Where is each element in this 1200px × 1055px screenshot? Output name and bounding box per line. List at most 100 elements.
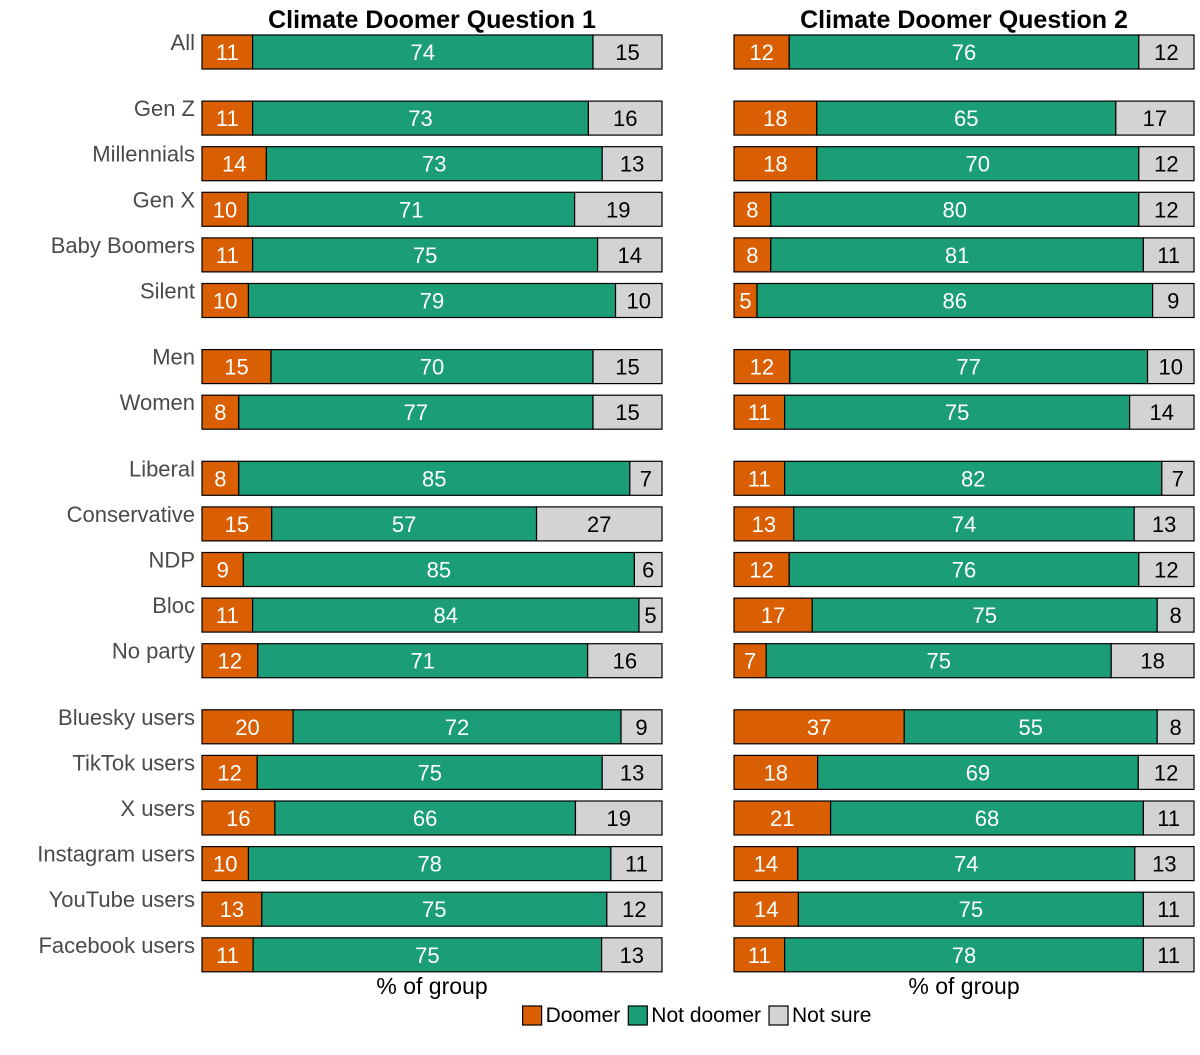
data-label-q1-instagram-users-not-sure: 11 bbox=[625, 852, 648, 877]
data-label-q2-gen-x-not-sure: 12 bbox=[1154, 197, 1178, 222]
data-label-q2-all-not-doomer: 76 bbox=[952, 40, 976, 65]
data-label-q2-facebook-users-doomer: 11 bbox=[748, 943, 771, 968]
bar-segment-q1-youtube-users-not-sure bbox=[606, 891, 663, 927]
data-label-q1-instagram-users-doomer: 10 bbox=[213, 852, 237, 877]
data-label-q1-ndp-doomer: 9 bbox=[217, 558, 229, 583]
data-label-q2-men-doomer: 12 bbox=[750, 355, 774, 380]
bar-segment-q2-instagram-users-not-sure bbox=[1134, 845, 1195, 882]
data-label-q2-no-party-doomer: 7 bbox=[744, 649, 756, 674]
bar-segment-q1-youtube-users-not-doomer bbox=[261, 891, 608, 927]
data-label-q1-baby-boomers-doomer: 11 bbox=[216, 243, 239, 268]
bar-segment-q1-gen-x-not-sure bbox=[573, 191, 663, 227]
bar-segment-q1-bloc-not-doomer bbox=[252, 597, 640, 633]
data-label-q1-youtube-users-doomer: 13 bbox=[220, 897, 244, 922]
data-label-q2-youtube-users-not-sure: 11 bbox=[1157, 897, 1180, 922]
data-label-q1-men-not-doomer: 70 bbox=[420, 355, 444, 380]
bar-segment-q2-liberal-not-sure bbox=[1161, 460, 1195, 496]
data-label-q1-men-doomer: 15 bbox=[224, 355, 248, 380]
data-label-q2-facebook-users-not-doomer: 78 bbox=[952, 943, 976, 968]
data-label-q2-silent-not-doomer: 86 bbox=[943, 289, 967, 314]
row-label-baby-boomers: Baby Boomers bbox=[51, 233, 195, 258]
bar-segment-q2-women-not-sure bbox=[1128, 394, 1195, 430]
bar-segment-q1-silent-not-doomer bbox=[247, 282, 617, 319]
row-label-liberal: Liberal bbox=[129, 456, 195, 481]
bar-segment-q1-instagram-users-not-sure bbox=[610, 845, 663, 882]
bar-segment-q2-all-not-doomer bbox=[788, 34, 1140, 70]
bar-segment-q1-gen-z-not-sure bbox=[587, 100, 663, 136]
data-label-q1-silent-doomer: 10 bbox=[213, 289, 237, 314]
bar-segment-q1-baby-boomers-not-doomer bbox=[252, 237, 599, 273]
bar-segment-q1-tiktok-users-not-doomer bbox=[256, 754, 603, 791]
data-label-q2-ndp-not-doomer: 76 bbox=[952, 558, 976, 583]
bar-segment-q1-all-not-sure bbox=[592, 34, 663, 70]
bar-segment-q2-gen-x-not-sure bbox=[1138, 191, 1195, 227]
bar-segment-q2-conservative-not-doomer bbox=[793, 506, 1135, 542]
legend-label-not-sure: Not sure bbox=[792, 1004, 871, 1027]
bar-segment-q1-x-users-not-sure bbox=[574, 800, 663, 836]
bar-segment-q2-youtube-users-doomer bbox=[733, 891, 800, 927]
data-label-q2-tiktok-users-doomer: 18 bbox=[764, 760, 788, 785]
data-label-q1-x-users-not-doomer: 66 bbox=[413, 806, 437, 831]
data-label-q1-youtube-users-not-sure: 12 bbox=[622, 897, 646, 922]
data-label-q1-silent-not-sure: 10 bbox=[627, 289, 651, 314]
bar-segment-q2-conservative-doomer bbox=[733, 506, 795, 542]
data-label-q1-instagram-users-not-doomer: 78 bbox=[417, 852, 441, 877]
data-label-q2-bloc-not-doomer: 75 bbox=[972, 603, 996, 628]
data-label-q2-baby-boomers-not-sure: 11 bbox=[1157, 243, 1180, 268]
data-label-q2-youtube-users-not-doomer: 75 bbox=[959, 897, 983, 922]
data-label-q2-women-not-doomer: 75 bbox=[945, 400, 969, 425]
row-label-instagram-users: Instagram users bbox=[37, 842, 195, 867]
bar-segment-q1-all-not-doomer bbox=[252, 34, 594, 70]
data-label-q2-gen-x-doomer: 8 bbox=[746, 197, 758, 222]
row-label-conservative: Conservative bbox=[67, 502, 195, 527]
bar-segment-q1-instagram-users-not-doomer bbox=[247, 845, 612, 882]
bar-segment-q1-x-users-doomer bbox=[201, 800, 276, 836]
row-label-silent: Silent bbox=[140, 279, 195, 304]
data-label-q2-men-not-doomer: 77 bbox=[956, 355, 980, 380]
data-label-q1-all-not-doomer: 74 bbox=[411, 40, 435, 65]
bar-segment-q1-women-not-sure bbox=[592, 394, 663, 430]
bar-segment-q1-gen-z-not-doomer bbox=[252, 100, 589, 136]
bar-segment-q1-youtube-users-doomer bbox=[201, 891, 263, 927]
bar-segment-q1-tiktok-users-not-sure bbox=[601, 754, 663, 791]
bar-segment-q1-conservative-doomer bbox=[201, 506, 273, 542]
data-label-q1-bloc-not-doomer: 84 bbox=[434, 603, 458, 628]
data-label-q1-baby-boomers-not-doomer: 75 bbox=[413, 243, 437, 268]
data-label-q2-baby-boomers-doomer: 8 bbox=[746, 243, 758, 268]
bar-segment-q2-bluesky-users-not-sure bbox=[1156, 709, 1195, 745]
data-label-q2-facebook-users-not-sure: 11 bbox=[1157, 943, 1180, 968]
data-label-q1-conservative-not-doomer: 57 bbox=[392, 512, 416, 537]
data-label-q1-no-party-not-doomer: 71 bbox=[410, 649, 434, 674]
bar-segment-q1-no-party-not-doomer bbox=[257, 643, 589, 679]
bar-segment-q1-liberal-doomer bbox=[201, 460, 240, 496]
data-label-q2-millennials-not-sure: 12 bbox=[1154, 152, 1178, 177]
bar-segment-q1-x-users-not-doomer bbox=[274, 800, 577, 836]
bar-segment-q1-facebook-users-not-doomer bbox=[252, 937, 603, 973]
bar-segment-q2-facebook-users-not-sure bbox=[1142, 937, 1195, 973]
bar-segment-q1-silent-not-sure bbox=[614, 282, 663, 319]
data-label-q1-women-doomer: 8 bbox=[214, 400, 226, 425]
data-label-q2-women-not-sure: 14 bbox=[1150, 400, 1174, 425]
data-label-q2-all-doomer: 12 bbox=[749, 40, 773, 65]
bar-segment-q1-bluesky-users-not-sure bbox=[620, 709, 663, 745]
bar-segment-q1-ndp-doomer bbox=[201, 551, 245, 588]
bar-segment-q2-x-users-not-doomer bbox=[829, 800, 1144, 836]
data-label-q1-gen-z-not-sure: 16 bbox=[613, 106, 637, 131]
data-label-q1-facebook-users-not-sure: 13 bbox=[620, 943, 644, 968]
data-label-q2-gen-z-not-sure: 17 bbox=[1143, 106, 1167, 131]
data-label-q2-silent-not-sure: 9 bbox=[1167, 289, 1179, 314]
data-label-q1-all-doomer: 11 bbox=[216, 40, 239, 65]
bar-segment-q1-women-not-doomer bbox=[238, 394, 594, 430]
data-label-q1-liberal-doomer: 8 bbox=[214, 466, 226, 491]
data-label-q2-no-party-not-sure: 18 bbox=[1140, 649, 1164, 674]
legend-swatch-doomer bbox=[521, 1005, 543, 1026]
data-label-q1-youtube-users-not-doomer: 75 bbox=[422, 897, 446, 922]
bar-segment-q2-tiktok-users-doomer bbox=[733, 754, 819, 791]
bar-segment-q2-baby-boomers-doomer bbox=[733, 237, 772, 273]
row-label-ndp: NDP bbox=[149, 548, 195, 573]
data-label-q1-millennials-doomer: 14 bbox=[222, 152, 246, 177]
data-label-q2-tiktok-users-not-sure: 12 bbox=[1154, 760, 1178, 785]
data-label-q1-millennials-not-doomer: 73 bbox=[422, 152, 446, 177]
bar-segment-q2-bloc-not-sure bbox=[1156, 597, 1195, 633]
